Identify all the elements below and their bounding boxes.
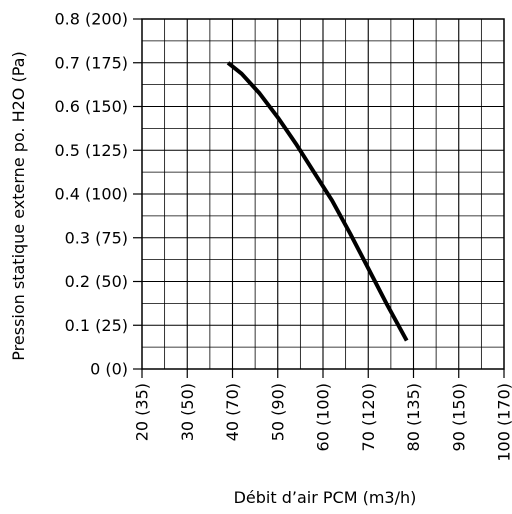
y-tick-label: 0.3 (75) <box>65 228 128 247</box>
y-tick-label: 0.5 (125) <box>54 141 128 160</box>
y-tick-label: 0.7 (175) <box>54 53 128 72</box>
y-tick-label: 0 (0) <box>90 360 128 379</box>
major-gridlines <box>142 19 504 369</box>
x-tick-label: 50 (90) <box>268 383 287 441</box>
y-tick-label: 0.8 (200) <box>54 10 128 29</box>
x-tick-label: 60 (100) <box>314 383 333 451</box>
x-tick-label: 40 (70) <box>223 383 242 441</box>
x-axis-title: Débit d’air PCM (m3/h) <box>234 488 417 507</box>
x-tick-label: 80 (135) <box>404 383 423 451</box>
x-tick-label: 20 (35) <box>133 383 152 441</box>
x-tick-label: 70 (120) <box>359 383 378 451</box>
x-tick-label: 90 (150) <box>449 383 468 451</box>
x-tick-label: 100 (170) <box>495 383 512 462</box>
series-line <box>226 61 409 342</box>
y-tick-label: 0.4 (100) <box>54 185 128 204</box>
series-layer <box>226 61 409 342</box>
y-tick-label: 0.6 (150) <box>54 97 128 116</box>
y-tick-labels: 0 (0) 0.1 (25) 0.2 (50) 0.3 (75) 0.4 (100) 0.… <box>54 10 142 379</box>
y-tick-label: 0.1 (25) <box>65 316 128 335</box>
y-axis-title: Pression statique externe po. H2O (Pa) <box>9 51 28 360</box>
y-tick-label: 0.2 (50) <box>65 272 128 291</box>
x-tick-labels: 20 (35) 30 (50) 40 (70) 50 (90) 60 (100) 70 (… <box>133 369 512 462</box>
x-tick-label: 30 (50) <box>178 383 197 441</box>
